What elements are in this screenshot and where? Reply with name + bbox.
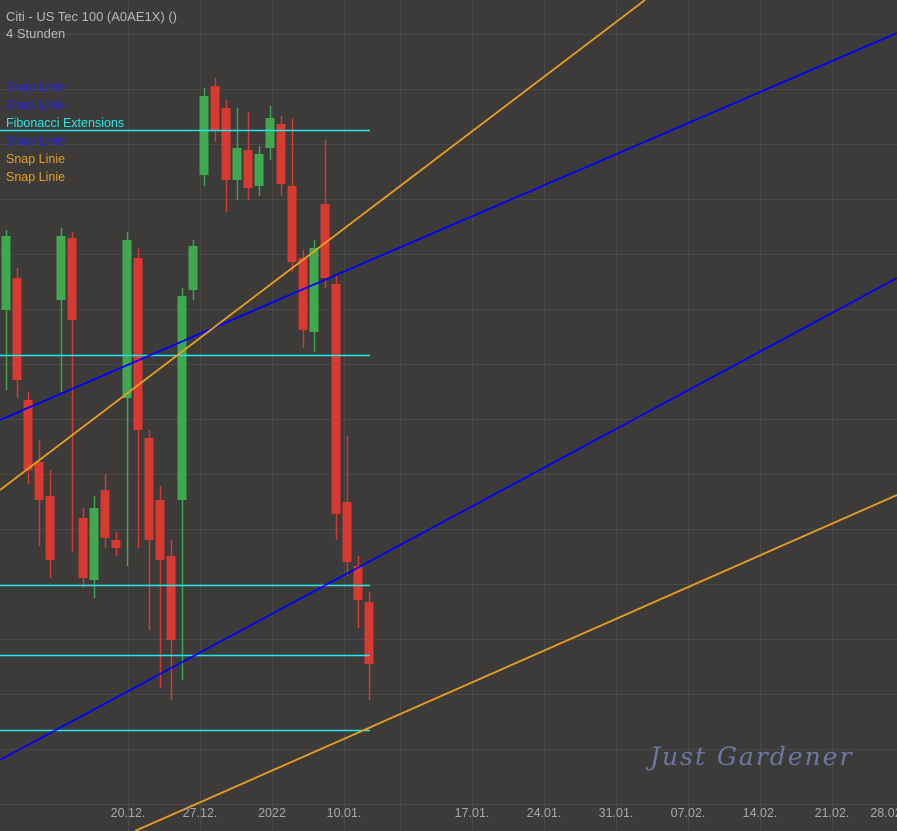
x-axis-tick-7: 07.02. (670, 806, 706, 820)
candlestick (12, 268, 22, 398)
candlestick (243, 112, 253, 200)
candlestick (199, 88, 209, 186)
legend-entry-3[interactable]: Snap Linie (6, 134, 66, 148)
snap-trendline[interactable] (0, 0, 646, 491)
x-axis-tick-4: 17.01. (454, 806, 490, 820)
x-axis-tick-3: 10.01. (326, 806, 362, 820)
candlestick (122, 232, 132, 566)
legend-entry-5[interactable]: Snap Linie (6, 170, 66, 184)
candlestick (265, 106, 275, 160)
candlestick (364, 592, 374, 700)
snap-trendline[interactable] (0, 32, 897, 421)
watermark: Just Gardener (650, 742, 854, 771)
legend-entry-0[interactable]: Snap Linie (6, 80, 66, 94)
candlestick (155, 486, 165, 688)
x-axis-tick-9: 21.02. (814, 806, 850, 820)
x-axis-tick-1: 27.12. (182, 806, 218, 820)
x-axis-tick-6: 31.01. (598, 806, 634, 820)
candlestick (210, 78, 220, 142)
candlestick (221, 100, 231, 212)
candlestick (133, 248, 143, 548)
candlestick (232, 108, 242, 200)
candlestick (1, 230, 11, 390)
candlestick (254, 146, 264, 196)
candlestick (342, 436, 352, 576)
candlestick (67, 232, 77, 552)
chart-header: Citi - US Tec 100 (A0AE1X) () 4 Stunden (6, 8, 177, 42)
candlestick (276, 116, 286, 196)
x-axis-tick-8: 14.02. (742, 806, 778, 820)
candlestick (45, 470, 55, 578)
candlestick (309, 240, 319, 352)
x-axis-tick-0: 20.12. (110, 806, 146, 820)
timeframe-label: 4 Stunden (6, 26, 66, 41)
x-axis: 20.12. 27.12. 2022 10.01. 17.01. 24.01. 31.01.… (0, 806, 897, 831)
candlestick (287, 118, 297, 272)
candlestick (166, 540, 176, 700)
candlestick (298, 250, 308, 348)
candlestick (56, 228, 66, 392)
candlestick (100, 474, 110, 548)
candlestick (177, 288, 187, 680)
x-axis-tick-10: 28.02 (870, 806, 897, 820)
candlestick (188, 240, 198, 300)
candlestick (144, 430, 154, 630)
candlestick (111, 532, 121, 556)
candlestick (89, 496, 99, 598)
legend-entry-4[interactable]: Snap Linie (6, 152, 66, 166)
candlestick (34, 440, 44, 546)
candlestick (331, 276, 341, 540)
indicator-legend[interactable]: Snap Linie Snap Linie Fibonacci Extensions… (6, 78, 124, 186)
candlestick (78, 508, 88, 588)
snap-trendline[interactable] (134, 494, 897, 831)
x-axis-tick-2: 2022 (258, 806, 286, 820)
candlestick (320, 140, 330, 288)
legend-entry-1[interactable]: Snap Linie (6, 98, 66, 112)
legend-entry-2[interactable]: Fibonacci Extensions (6, 116, 125, 130)
snap-trendline[interactable] (0, 277, 897, 761)
instrument-title: Citi - US Tec 100 (A0AE1X) () (6, 9, 177, 24)
x-axis-tick-5: 24.01. (526, 806, 562, 820)
